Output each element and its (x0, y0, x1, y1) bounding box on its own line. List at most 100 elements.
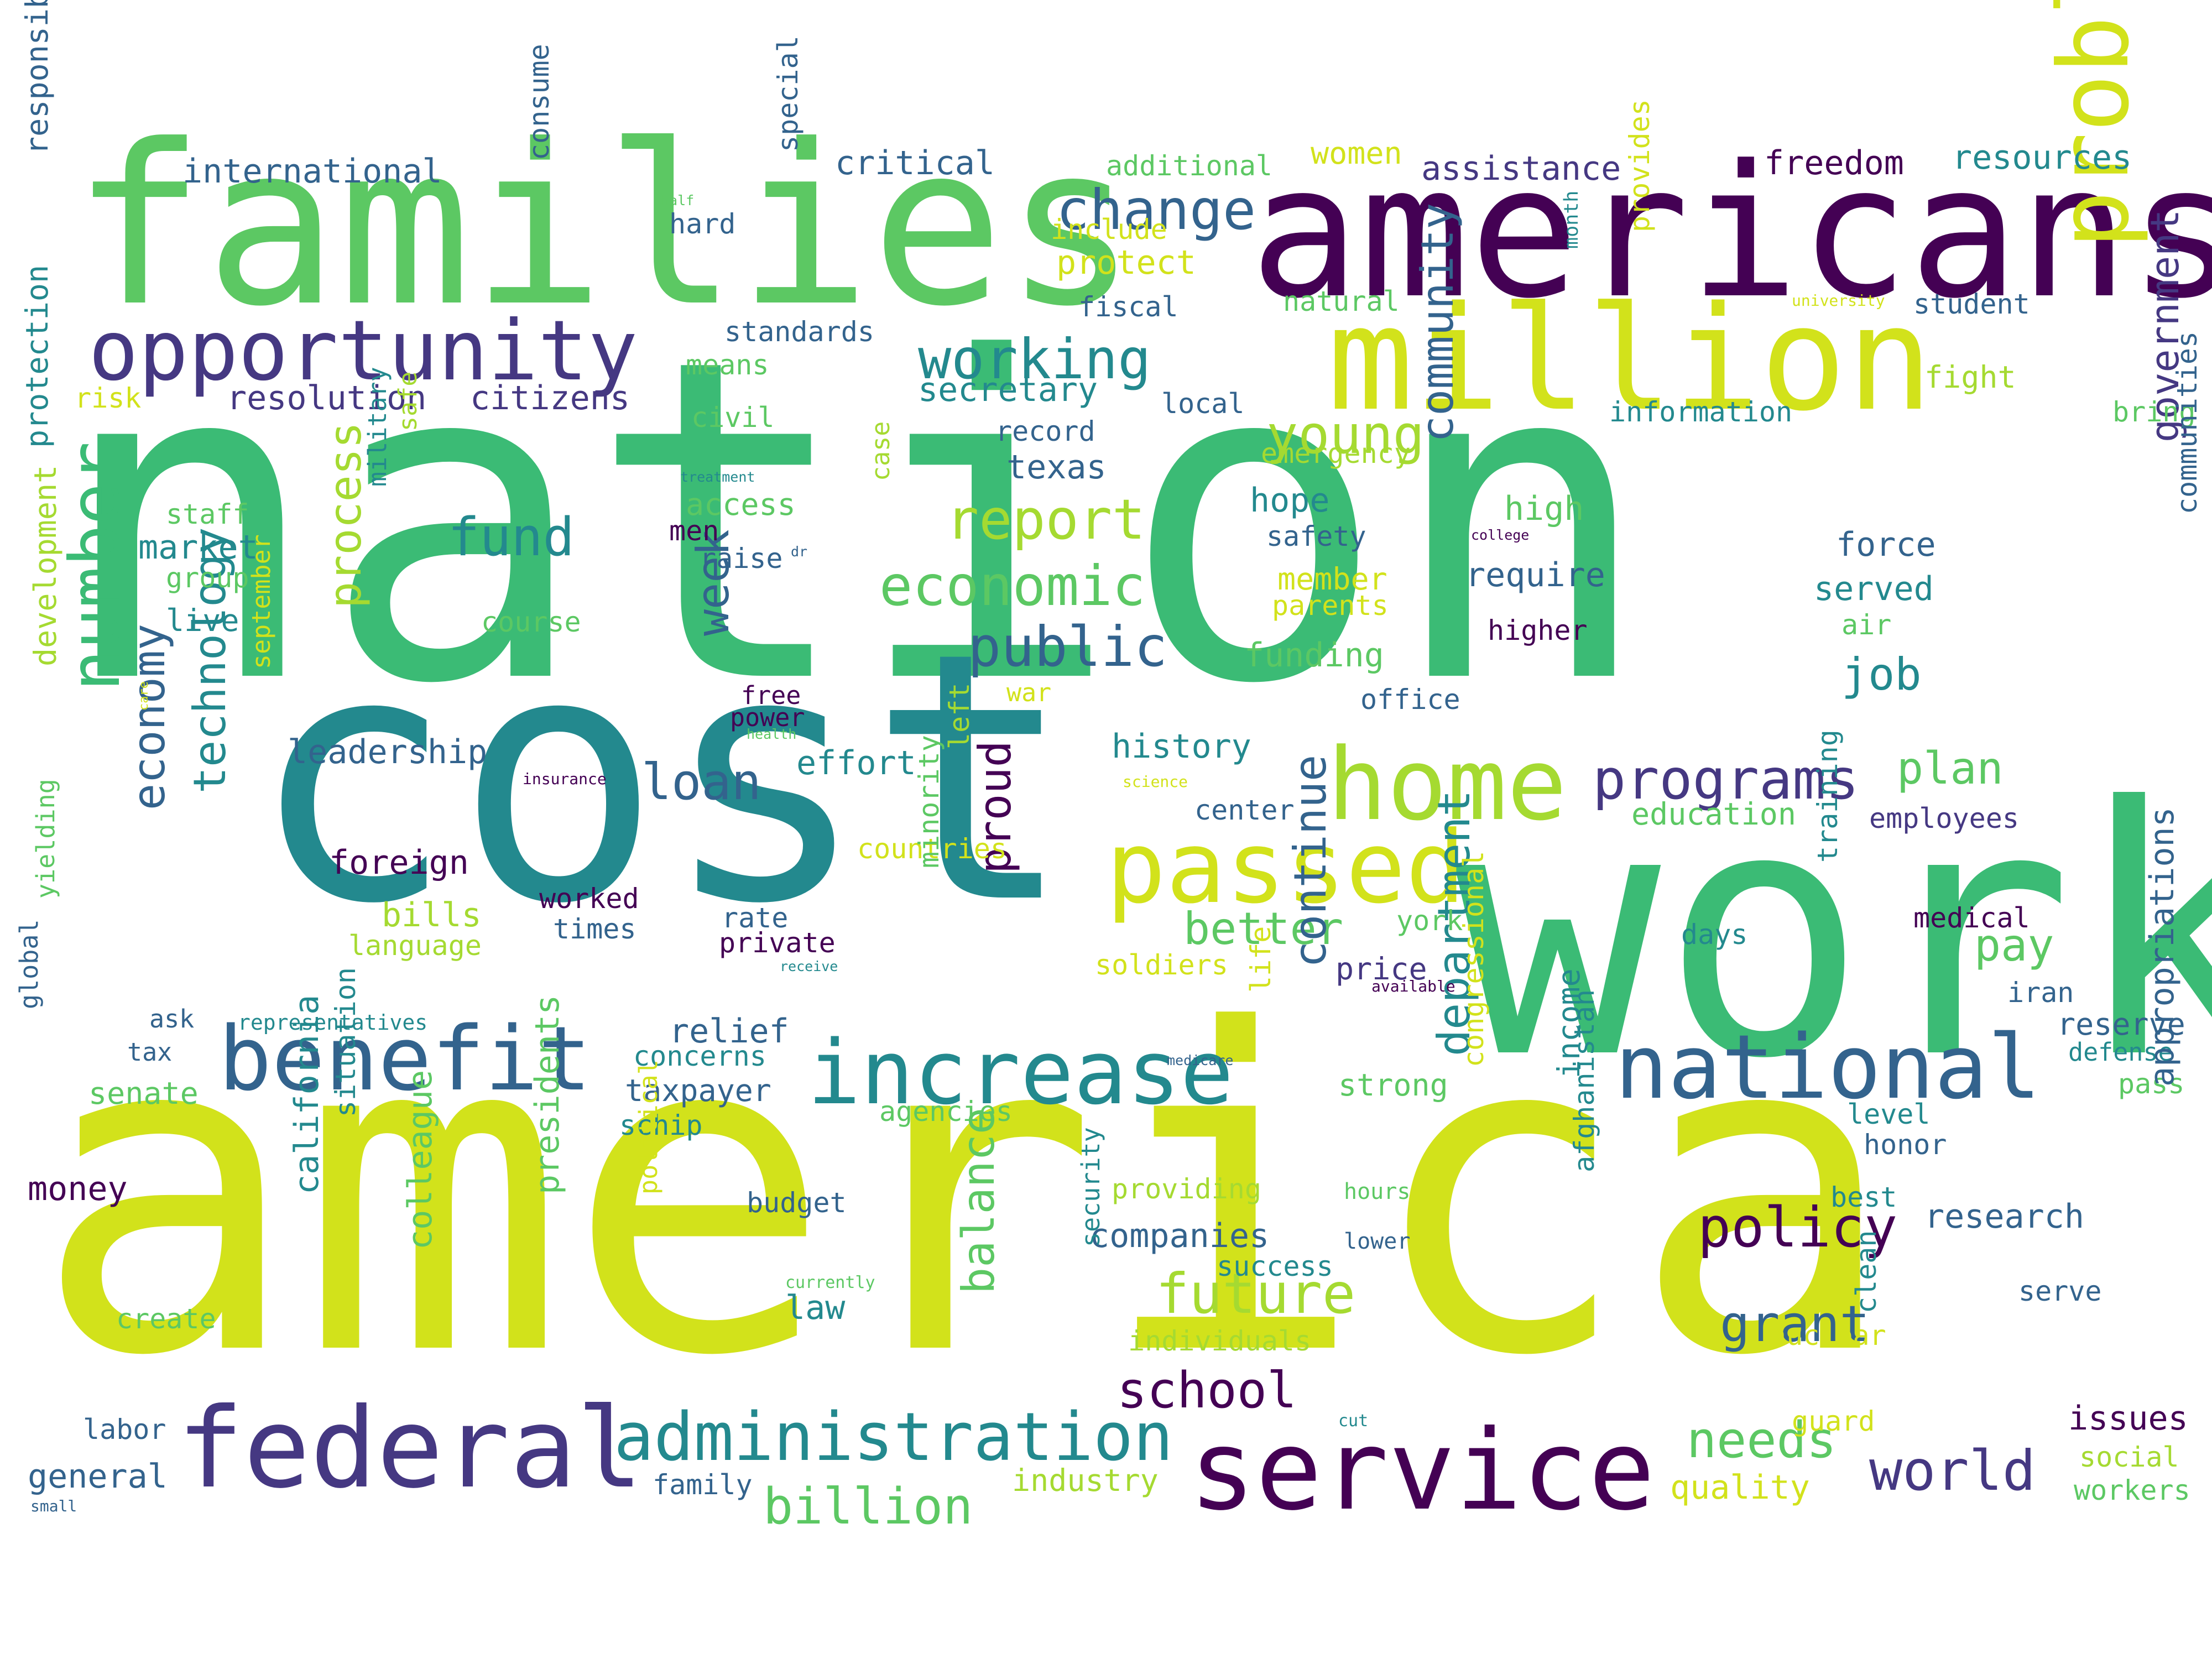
word-assistance: assistance (1421, 149, 1621, 188)
word-case: case (866, 421, 895, 481)
word-high: high (1504, 489, 1584, 528)
word-worked: worked (539, 883, 639, 915)
word-americans: americans (1250, 126, 2212, 338)
word-hard: hard (669, 208, 736, 240)
word-currently: currently (785, 1273, 875, 1292)
word-require: require (1465, 556, 1605, 594)
word-group: group (166, 562, 249, 594)
word-cut: cut (1338, 1411, 1369, 1431)
word-california: california (288, 994, 326, 1194)
word-course: course (481, 606, 581, 638)
word-citizens: citizens (470, 379, 630, 418)
word-bring: bring (2112, 396, 2196, 428)
word-secretary: secretary (918, 371, 1098, 409)
word-create: create (116, 1303, 216, 1335)
word-family: family (653, 1469, 753, 1501)
word-cost: cost (249, 580, 1075, 979)
word-honor: honor (1864, 1129, 1947, 1161)
word-general: general (28, 1457, 168, 1496)
word-million: million (1327, 276, 1933, 443)
word-civil: civil (691, 401, 775, 434)
word-center: center (1194, 794, 1295, 826)
word-strong: strong (1338, 1067, 1448, 1103)
word-available: available (1371, 977, 1455, 995)
word-providing: providing (1112, 1173, 1261, 1205)
word-school: school (1117, 1361, 1297, 1420)
word-hope: hope (1250, 481, 1330, 520)
word-report: report (946, 487, 1146, 552)
word-national: national (1615, 1015, 2041, 1119)
word-care: care (137, 681, 151, 711)
word-protection: protection (19, 264, 55, 448)
word-language: language (348, 930, 482, 962)
word-history: history (1112, 727, 1251, 766)
word-quality: quality (1670, 1468, 1810, 1507)
word-home: home (1327, 727, 1567, 843)
word-employees: employees (1869, 802, 2019, 834)
word-billion: billion (763, 1478, 973, 1536)
word-better: better (1183, 903, 1343, 954)
word-standards: standards (724, 316, 874, 348)
word-loan: loan (641, 753, 761, 811)
word-senate: senate (88, 1076, 199, 1111)
word-private: private (719, 927, 836, 959)
word-risk: risk (75, 382, 142, 414)
word-texas: texas (1006, 448, 1107, 487)
word-change: change (1056, 178, 1256, 242)
word-information: information (1609, 396, 1793, 428)
word-air: air (1841, 609, 1892, 641)
word-working: working (918, 327, 1151, 392)
word-men: men (669, 515, 719, 547)
word-price: price (1335, 951, 1427, 987)
word-served: served (1814, 570, 1934, 608)
word-yielding: yielding (31, 779, 60, 899)
word-reserve: reserve (2057, 1006, 2185, 1042)
word-office: office (1360, 684, 1460, 716)
word-tax: tax (127, 1037, 173, 1067)
word-power: power (730, 703, 805, 732)
word-medicare: medicare (1167, 1052, 1234, 1068)
word-security: security (1076, 1127, 1105, 1247)
word-fiscal: fiscal (1078, 291, 1178, 323)
word-funding: funding (1244, 636, 1384, 675)
word-university: university (1792, 291, 1885, 310)
word-raise: raise (700, 542, 783, 575)
word-job: job (1841, 649, 1922, 700)
word-insurance: insurance (523, 770, 607, 788)
word-critical: critical (835, 144, 995, 182)
word-natural: natural (1283, 285, 1400, 317)
word-labor: labor (83, 1413, 166, 1446)
word-lower: lower (1344, 1229, 1411, 1254)
word-small: small (30, 1497, 77, 1515)
word-dr: dr (791, 544, 808, 560)
word-concerns: concerns (633, 1040, 766, 1072)
word-treatment: treatment (680, 469, 755, 485)
word-congressional: congressional (1458, 851, 1490, 1067)
word-student: student (1913, 288, 2030, 320)
word-higher: higher (1488, 614, 1588, 646)
word-fund: fund (448, 507, 575, 568)
word-means: means (686, 349, 769, 381)
word-public: public (968, 614, 1168, 679)
word-war: war (1006, 678, 1052, 707)
word-programs: programs (1593, 747, 1859, 812)
word-local: local (1161, 388, 1245, 420)
word-freedom: freedom (1764, 144, 1904, 182)
word-needs: needs (1687, 1411, 1837, 1469)
word-provides: provides (1624, 99, 1656, 232)
word-money: money (28, 1170, 128, 1208)
word-include: include (1051, 213, 1167, 246)
word-best: best (1830, 1181, 1897, 1213)
word-colleague: colleague (401, 1070, 440, 1250)
word-communities: communities (2171, 331, 2203, 514)
word-balance: balance (953, 1107, 1004, 1294)
word-relief: relief (669, 1012, 789, 1051)
word-families: families (72, 98, 1138, 355)
word-economy: economy (123, 623, 175, 810)
word-work: work (1454, 735, 2212, 1134)
word-foreign: foreign (329, 843, 469, 882)
word-hours: hours (1344, 1179, 1411, 1204)
word-afghanistan: afghanistan (1568, 989, 1600, 1172)
word-companies: companies (1089, 1217, 1270, 1255)
word-parents: parents (1272, 589, 1389, 622)
